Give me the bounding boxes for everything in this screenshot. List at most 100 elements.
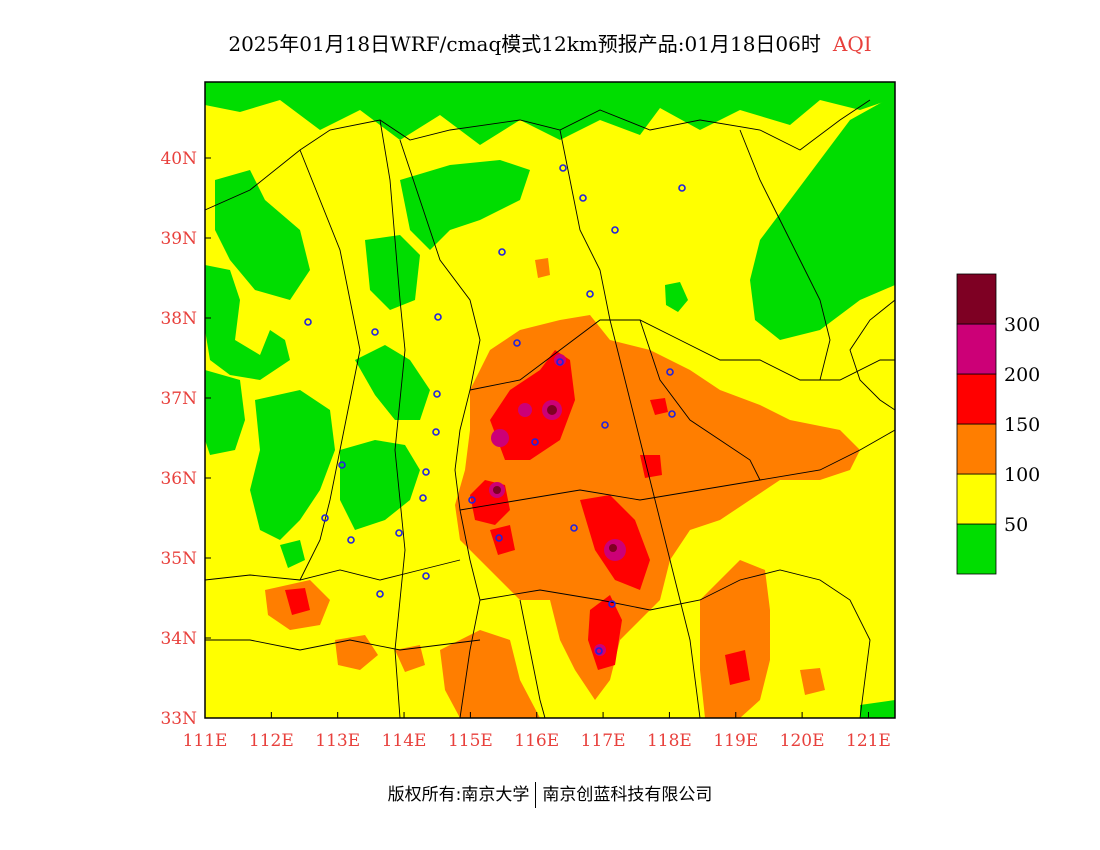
green-patch-small [665,282,688,312]
station-marker [678,184,686,192]
station-marker [338,461,346,469]
lon-tick-label: 118E [647,731,692,751]
boundary-line-12 [639,319,761,481]
lat-tick-label: 33N [160,709,197,729]
coastline [849,299,895,411]
lon-tick-label: 121E [846,731,891,751]
red-south [725,650,750,685]
magenta-spot-3 [518,403,532,417]
orange-small-1 [395,645,425,672]
legend-swatch [956,323,997,375]
station-marker [347,536,355,544]
boundary-line-6 [205,559,461,581]
green-west-hills-1 [215,170,310,300]
boundary-line-1 [205,99,871,211]
red-xinxiang [490,525,515,555]
legend-swatch [956,473,997,525]
legend-label: 300 [1004,314,1040,336]
lon-tick-label: 117E [581,731,626,751]
red-hebei-core [490,350,575,460]
lat-tick-label: 39N [160,229,197,249]
station-marker [608,600,616,608]
lat-tick-label: 36N [160,469,197,489]
station-marker [601,421,609,429]
station-marker [556,358,564,366]
boundary-line-10 [739,129,831,381]
aqi-legend: 50 100 150 200 300 [956,273,1040,575]
lat-tick-label: 38N [160,309,197,329]
legend-label: 200 [1004,364,1040,386]
station-marker [495,534,503,542]
lat-tick-label: 40N [160,149,197,169]
boundary-line-7 [299,149,361,581]
station-marker [513,339,521,347]
orange-southwest-plume [440,630,540,718]
boundary-line-5 [479,569,871,718]
orange-small-2 [800,668,825,695]
longitude-axis: 111E 112E 113E 114E 115E 116E 117E 118E 119E 120E… [183,712,891,751]
station-marker [586,290,594,298]
green-taihang-mid [355,345,430,420]
title-text: 2025年01月18日WRF/cmaq模式12km预报产品:01月18日06时 [228,32,821,56]
lon-tick-label: 120E [780,731,825,751]
green-yanshan [400,160,530,250]
lat-tick-label: 37N [160,389,197,409]
green-patch-west [280,540,305,568]
map-title: 2025年01月18日WRF/cmaq模式12km预报产品:01月18日06时 A… [0,28,1100,57]
station-marker [570,524,578,532]
station-marker [321,514,329,522]
lon-tick-label: 115E [448,731,493,751]
station-marker [666,368,674,376]
station-marker [432,428,440,436]
legend-swatch [956,523,997,575]
lon-tick-label: 114E [382,731,427,751]
green-west-hills-2 [205,265,290,380]
station-marker [668,410,676,418]
station-marker [395,529,403,537]
station-marker [559,164,567,172]
lon-tick-label: 113E [315,731,360,751]
legend-label: 150 [1004,414,1040,436]
station-marker [371,328,379,336]
lon-tick-label: 119E [713,731,758,751]
boundary-line-3 [469,319,895,391]
orange-small-3 [535,258,550,278]
legend-swatch [956,273,997,325]
hazard-core-1 [547,405,557,415]
latitude-axis: 33N 34N 35N 36N 37N 38N 39N 40N [160,149,211,729]
footer-separator [535,782,537,808]
station-marker [422,468,430,476]
station-marker [376,590,384,598]
boundary-line-9 [205,639,481,651]
red-west [285,588,310,615]
lon-tick-label: 111E [183,731,228,751]
hazard-core-2 [493,486,501,494]
station-marker [419,494,427,502]
lon-tick-label: 116E [514,731,559,751]
legend-swatch [956,423,997,475]
station-marker [422,572,430,580]
green-southwest [205,370,245,455]
green-shanxi-south [250,390,335,540]
legend-swatch [956,373,997,425]
station-marker [434,313,442,321]
station-marker [498,248,506,256]
footer: 版权所有:南京大学 南京创蓝科技有限公司 [0,780,1100,808]
station-marker [468,496,476,504]
red-east-2 [650,398,668,415]
green-north-band [205,82,895,145]
green-taihang-south [340,440,420,530]
hazard-core-3 [609,544,617,552]
station-marker [304,318,312,326]
lat-tick-label: 34N [160,629,197,649]
aqi-field [205,82,895,718]
orange-south-plume [700,560,770,718]
legend-label: 100 [1004,464,1040,486]
station-marker [531,438,539,446]
green-taihang-north [365,235,420,310]
pollutant-label: AQI [832,32,872,56]
legend-label: 50 [1004,514,1028,536]
boundary-line-11 [379,119,406,718]
station-marker [611,226,619,234]
